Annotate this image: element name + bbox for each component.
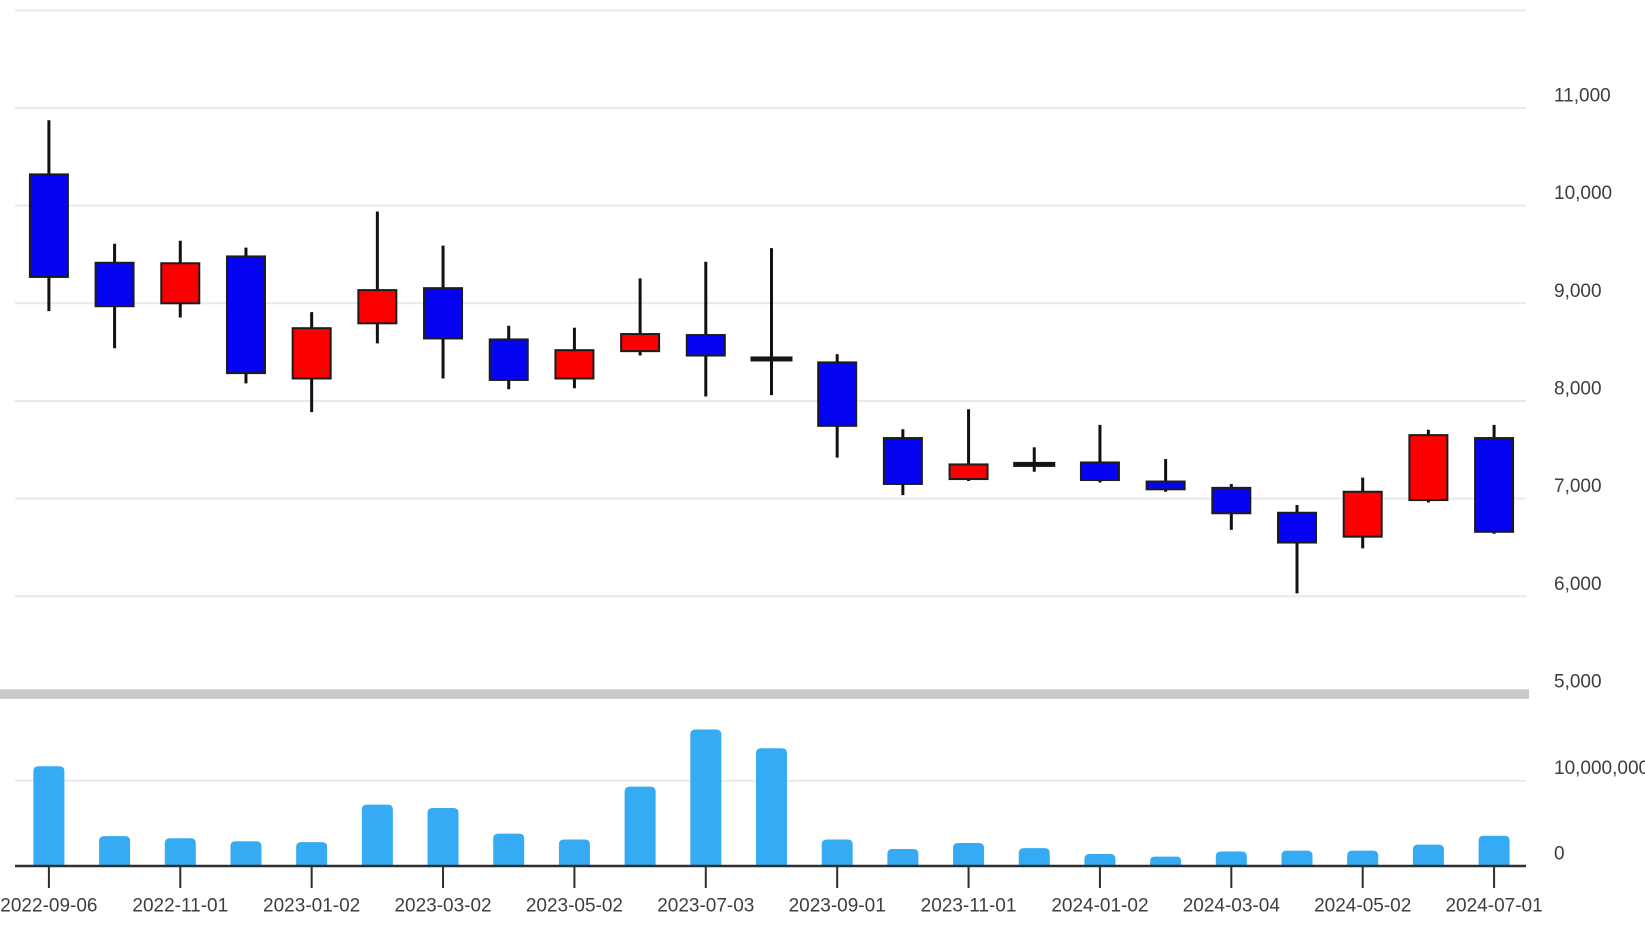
date-label: 2024-07-01 <box>1445 896 1542 917</box>
price-axis-label: 5,000 <box>1554 671 1602 692</box>
down-candle[interactable] <box>685 334 726 357</box>
price-axis-label: 8,000 <box>1554 378 1602 399</box>
volume-bar[interactable] <box>690 729 722 866</box>
price-axis-label: 10,000 <box>1554 183 1612 204</box>
date-label: 2024-01-02 <box>1051 896 1148 917</box>
down-candle[interactable] <box>1145 480 1186 491</box>
volume-bar[interactable] <box>230 841 262 866</box>
volume-bar[interactable] <box>624 786 656 866</box>
date-label: 2024-05-02 <box>1314 896 1411 917</box>
volume-bar[interactable] <box>1018 848 1050 866</box>
volume-bar[interactable] <box>1215 851 1247 866</box>
volume-bar[interactable] <box>953 842 985 866</box>
price-axis-label: 11,000 <box>1554 86 1611 107</box>
up-candle[interactable] <box>948 463 989 481</box>
down-candle[interactable] <box>1079 461 1120 482</box>
volume-bar[interactable] <box>427 807 459 866</box>
volume-bar[interactable] <box>1478 835 1510 866</box>
down-candle[interactable] <box>488 338 529 381</box>
down-candle[interactable] <box>225 255 266 375</box>
down-candle[interactable] <box>1211 486 1252 515</box>
up-candle[interactable] <box>620 333 661 353</box>
doji-candle[interactable] <box>750 356 793 362</box>
date-label: 2023-07-03 <box>657 896 754 917</box>
volume-bar[interactable] <box>1412 844 1444 866</box>
date-label: 2022-09-06 <box>0 896 97 917</box>
volume-bar[interactable] <box>164 838 196 866</box>
volume-axis-label: 10,000,000 <box>1554 758 1645 779</box>
down-candle[interactable] <box>1277 511 1318 544</box>
date-label: 2023-09-01 <box>789 896 886 917</box>
date-label: 2024-03-04 <box>1183 896 1281 917</box>
date-label: 2023-05-02 <box>526 896 623 917</box>
volume-bar[interactable] <box>1347 850 1379 866</box>
down-candle[interactable] <box>28 173 69 278</box>
price-axis-label: 6,000 <box>1554 574 1602 595</box>
volume-bar[interactable] <box>1150 856 1182 866</box>
price-axis-label: 7,000 <box>1554 476 1602 497</box>
volume-bar[interactable] <box>887 848 919 866</box>
volume-bar[interactable] <box>493 833 525 866</box>
date-label: 2023-11-01 <box>921 896 1017 917</box>
up-candle[interactable] <box>1408 434 1449 502</box>
up-candle[interactable] <box>554 349 595 380</box>
volume-bar[interactable] <box>296 842 328 866</box>
volume-bar[interactable] <box>33 766 65 866</box>
down-candle[interactable] <box>1474 437 1515 533</box>
down-candle[interactable] <box>94 261 135 308</box>
down-candle[interactable] <box>817 361 858 427</box>
up-candle[interactable] <box>160 262 201 305</box>
date-label: 2023-01-02 <box>263 896 360 917</box>
volume-bar[interactable] <box>755 748 787 866</box>
pane-separator <box>0 689 1529 699</box>
volume-bar[interactable] <box>1084 854 1116 866</box>
volume-bar[interactable] <box>361 804 393 866</box>
volume-axis-label: 0 <box>1554 844 1565 865</box>
volume-bar[interactable] <box>1281 850 1313 866</box>
volume-bar[interactable] <box>99 836 131 866</box>
volume-bar[interactable] <box>821 839 853 866</box>
down-candle[interactable] <box>423 287 464 340</box>
volume-bar[interactable] <box>558 839 590 866</box>
doji-candle[interactable] <box>1013 461 1056 467</box>
date-label: 2023-03-02 <box>394 896 491 917</box>
price-axis-label: 9,000 <box>1554 281 1602 302</box>
up-candle[interactable] <box>291 327 332 380</box>
down-candle[interactable] <box>882 437 923 485</box>
up-candle[interactable] <box>357 289 398 325</box>
date-label: 2022-11-01 <box>132 896 228 917</box>
up-candle[interactable] <box>1342 490 1383 538</box>
